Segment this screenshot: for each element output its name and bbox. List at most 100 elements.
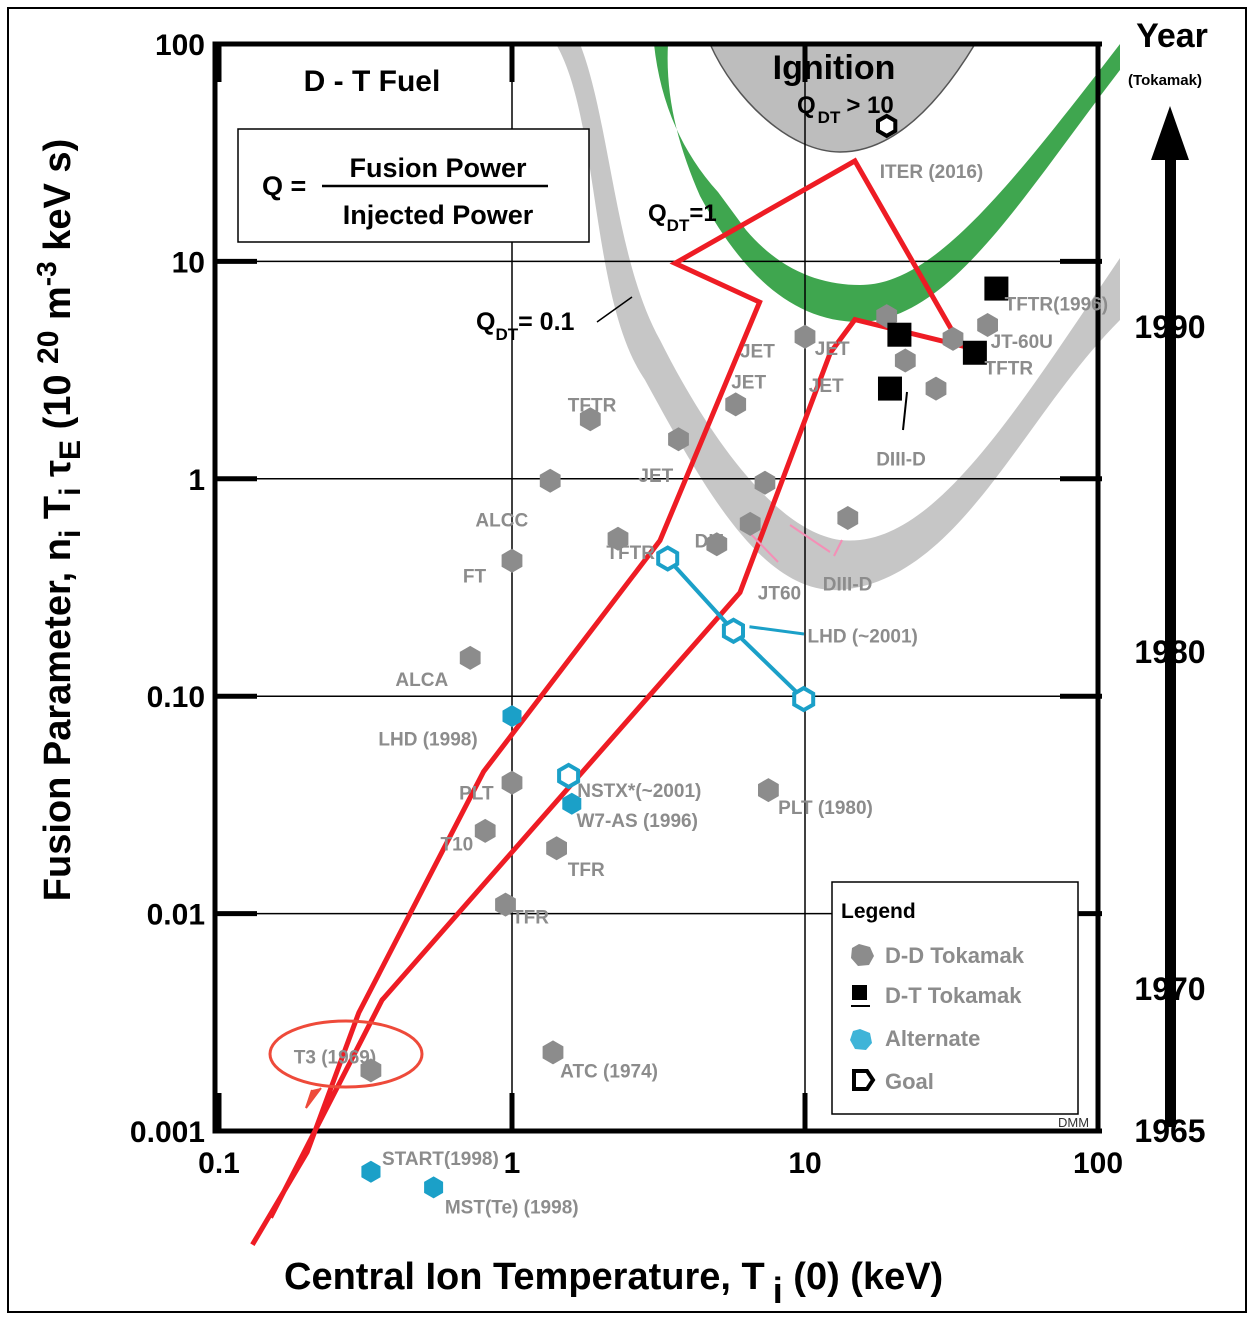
point-labels: T3 (1969) ATC (1974) TFR TFR T10 PLT W7-AS (19… — [294, 162, 1108, 1218]
point-dd-tokamak — [977, 313, 998, 337]
point-label: TFR — [512, 907, 549, 928]
point-label: DIII-D — [823, 574, 873, 595]
point-label: PLT (1980) — [778, 798, 873, 819]
point-alternate — [502, 705, 522, 728]
point-label: ITER (2016) — [880, 162, 983, 183]
year-label: 1965 — [1134, 1113, 1205, 1149]
point-dd-tokamak — [876, 304, 898, 329]
legend-label-alternate: Alternate — [885, 1026, 980, 1051]
point-alternate — [562, 792, 582, 815]
point-label: TFTR(1996) — [1005, 295, 1108, 316]
point-label: LHD (~2001) — [808, 627, 918, 648]
point-label: JET — [731, 373, 766, 394]
point-dd-tokamak — [758, 778, 779, 803]
point-label: TFTR — [606, 543, 655, 564]
q-numerator: Fusion Power — [349, 153, 527, 183]
legend-label-goal: Goal — [885, 1069, 934, 1094]
point-label: MST(Te) (1998) — [445, 1197, 579, 1218]
qdt-01-pointer — [596, 296, 633, 323]
point-dd-tokamak — [668, 427, 689, 452]
y-tick-label: 0.001 — [130, 1116, 205, 1149]
x-tick-label: 10 — [788, 1147, 821, 1180]
point-dd-tokamak — [495, 892, 516, 917]
legend-marker-dt — [852, 985, 867, 1000]
year-label: 1980 — [1134, 634, 1205, 670]
point-label: DIII-D — [876, 449, 926, 470]
point-dd-tokamak — [474, 818, 496, 843]
point-dd-tokamak — [360, 1058, 382, 1083]
plot-frame — [212, 41, 1101, 1134]
point-label: TFR — [568, 860, 605, 881]
year-axis-labels: 1990 1980 1970 1965 — [1134, 309, 1205, 1149]
q-denominator: Injected Power — [343, 200, 534, 230]
x-tick-label: 0.1 — [198, 1147, 240, 1180]
point-alternate — [424, 1176, 444, 1199]
legend-label-dd: D-D Tokamak — [885, 943, 1025, 968]
y-tick-label: 0.01 — [147, 899, 205, 932]
point-dd-tokamak — [739, 511, 761, 536]
point-dd-tokamak — [925, 376, 947, 401]
point-dd-tokamak — [579, 407, 601, 432]
diiid-pointer — [833, 539, 843, 557]
point-label: JET — [809, 376, 844, 397]
legend-box — [831, 881, 1079, 1115]
dmm-mark: DMM — [1058, 1115, 1089, 1130]
point-dd-tokamak — [894, 348, 916, 373]
diiid-dt-pointer — [902, 391, 908, 431]
point-goal — [721, 617, 745, 645]
point-label: W7-AS (1996) — [576, 811, 697, 832]
diiid-pointer — [789, 524, 831, 553]
point-dd-tokamak — [501, 770, 523, 795]
x-tick-label: 1 — [504, 1147, 521, 1180]
axis-tick-marks — [215, 41, 1102, 1134]
year-axis-bar — [1165, 150, 1176, 1127]
point-label: DIII — [695, 532, 725, 553]
progress-arrow — [250, 157, 966, 1246]
point-alternate — [361, 1160, 381, 1183]
point-goal — [557, 762, 581, 790]
point-label: TFTR — [985, 359, 1034, 380]
point-label: TFTR — [568, 395, 617, 416]
point-dt-tokamak — [887, 322, 912, 347]
point-dd-tokamak — [837, 506, 859, 530]
point-goal — [792, 685, 816, 713]
q1-band — [654, 44, 1120, 322]
point-dd-tokamak — [607, 526, 629, 551]
point-label: NSTX*(~2001) — [577, 781, 701, 802]
t3-highlight-tail — [305, 1087, 322, 1109]
data-points — [360, 113, 1009, 1199]
fuel-label: D - T Fuel — [304, 65, 441, 98]
y-tick-label: 10 — [172, 246, 205, 279]
q-equals: Q = — [262, 171, 306, 201]
lhd-label-pointer — [749, 625, 805, 636]
qdt-1-label: QDT=1 — [648, 200, 717, 235]
lhd-trajectory — [666, 557, 735, 633]
y-tick-label: 1 — [188, 464, 205, 497]
year-axis-subtitle: (Tokamak) — [1128, 72, 1202, 89]
qdt-01-label: QDT= 0.1 — [476, 308, 575, 344]
point-dd-tokamak — [754, 470, 776, 495]
point-label: LHD (1998) — [378, 729, 477, 750]
point-goal-iter — [876, 113, 898, 139]
point-label: JET — [740, 341, 775, 362]
point-dd-tokamak — [942, 326, 964, 351]
point-label: FT — [463, 566, 487, 587]
y-tick-label: 100 — [155, 29, 205, 62]
year-axis-title: Year — [1136, 17, 1208, 55]
point-label: ATC (1974) — [560, 1061, 658, 1082]
x-tick-label: 100 — [1073, 1147, 1123, 1180]
point-label: JT60 — [758, 583, 801, 604]
point-dt-tokamak — [962, 340, 987, 365]
point-label: ALCA — [395, 670, 448, 691]
lhd-trajectory — [732, 629, 806, 701]
point-dt-tokamak — [984, 276, 1009, 301]
y-tick-label: 0.10 — [147, 681, 205, 714]
point-dt-tokamak — [877, 376, 902, 401]
qdt-gt10-label: Q DT > 10 — [797, 92, 894, 127]
ignition-label: Ignition — [773, 49, 896, 87]
point-dd-tokamak — [542, 1040, 564, 1065]
axis-tick-labels: 0.1 1 10 100 0.001 0.01 0.10 1 10 100 — [130, 29, 1123, 1180]
point-dd-tokamak — [539, 468, 561, 493]
point-goal — [656, 545, 680, 572]
